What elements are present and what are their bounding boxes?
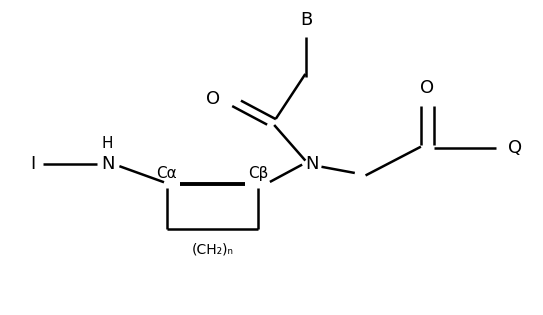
Text: (CH₂)ₙ: (CH₂)ₙ (191, 243, 233, 257)
Text: O: O (206, 90, 220, 108)
Text: I: I (30, 155, 35, 173)
Text: N: N (101, 155, 115, 173)
Text: Q: Q (508, 139, 522, 157)
Text: O: O (420, 79, 434, 97)
Text: Cβ: Cβ (248, 166, 268, 181)
Text: H: H (102, 136, 113, 151)
Text: B: B (300, 11, 313, 29)
Text: N: N (305, 155, 319, 173)
Text: Cα: Cα (156, 166, 177, 181)
